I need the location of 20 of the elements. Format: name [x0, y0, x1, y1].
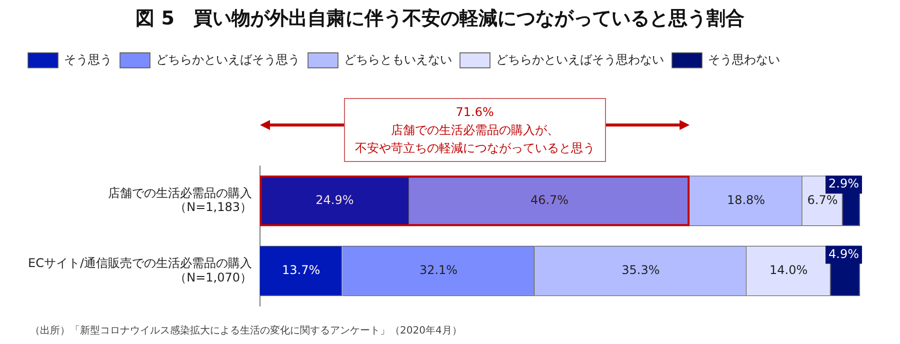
legend-label: そう思う [64, 52, 112, 66]
data-label: 13.7% [282, 263, 320, 278]
data-label: 18.8% [726, 192, 766, 207]
data-label: 14.0% [770, 263, 808, 278]
chart-title: 図 5 買い物が外出自粛に伴う不安の軽減につながっていると思う割合 [136, 7, 744, 30]
data-label: 24.9% [316, 192, 354, 207]
data-label: 6.7% [807, 192, 838, 207]
legend-label: そう思わない [708, 52, 780, 66]
legend-label: どちらかといえばそう思わない [496, 52, 664, 66]
y-tick-label: 店舗での生活必需品の購入（N=1,183） [108, 186, 252, 214]
data-label: 46.7% [530, 192, 569, 207]
data-label: 2.9% [828, 176, 860, 191]
legend-label: どちらかといえばそう思う [156, 52, 300, 66]
text: （出所）「新型コロナウイルス感染拡大による生活の変化に関するアンケート」（2020年4月） [30, 324, 462, 337]
band-label: 71.6%店舗での生活必需品の購入が、不安や苛立ちの軽減につながっていると思う [354, 104, 595, 157]
data-label: 32.1% [419, 263, 458, 278]
data-label: 4.9% [828, 246, 860, 261]
data-label: 35.3% [622, 263, 660, 278]
legend-label: どちらともいえない [344, 52, 452, 66]
y-tick-label: ECサイト/通信販売での生活必需品の購入（N=1,070） [28, 256, 252, 284]
